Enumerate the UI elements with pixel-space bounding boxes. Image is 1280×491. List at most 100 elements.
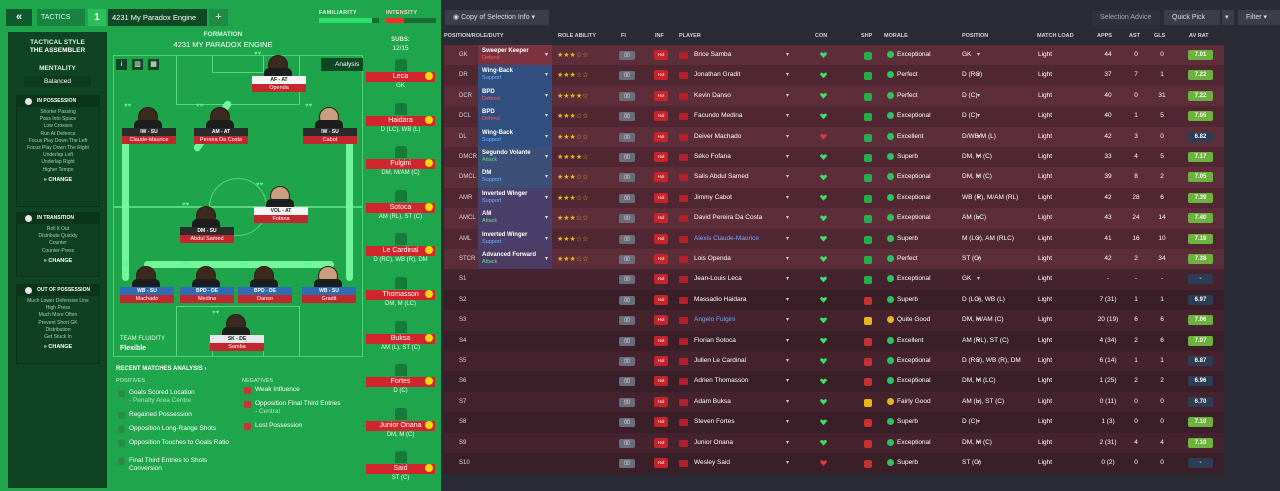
player-name-text[interactable]: Alexis Claude-Maurice (694, 234, 760, 242)
player-role-badge[interactable]: IW - SU (303, 128, 357, 136)
table-row[interactable]: AMCL AM Attack ▾ ★★★☆☆ ▯▯ Hol David Pereira Da … (444, 208, 1224, 229)
chevron-down-icon[interactable]: ▾ (977, 154, 981, 160)
chevron-down-icon[interactable]: ▾ (785, 52, 789, 58)
sub-player[interactable]: Buksa AM (L), ST (C) (366, 320, 435, 359)
add-tactic-button[interactable]: + (209, 9, 228, 26)
role-duty-dropdown[interactable]: Inverted Winger Support ▾ (478, 228, 552, 250)
sub-arrow-icon[interactable] (425, 246, 433, 255)
morale-cell[interactable]: Excellent ▾ (887, 127, 980, 148)
player-name[interactable]: Jean-Louis Leca ▾ (679, 269, 789, 290)
player-name-text[interactable]: Jimmy Cabot (694, 193, 732, 201)
sub-player-name[interactable]: Fulgini (366, 159, 435, 170)
player-name[interactable]: Adrien Thomasson ▾ (679, 371, 789, 392)
morale-cell[interactable]: Perfect ▾ (887, 65, 980, 86)
morale-cell[interactable]: Excellent ▾ (887, 331, 980, 352)
player-name[interactable]: David Pereira Da Costa ▾ (679, 208, 789, 229)
chevron-down-icon[interactable]: ▾ (785, 337, 789, 344)
familiarity-bar[interactable] (319, 18, 379, 23)
morale-cell[interactable]: Superb ▾ (887, 147, 980, 168)
sub-player-name[interactable]: Sotoca (366, 202, 435, 213)
player-name[interactable]: Brice Samba ▾ (679, 45, 789, 66)
table-row[interactable]: DCR BPD Defend ▾ ★★★★☆ ▯▯ Hol Kevin Danso ▾ Perfe… (444, 85, 1224, 107)
role-duty-dropdown[interactable]: Inverted Winger Support ▾ (478, 187, 552, 209)
injury-info-icon[interactable]: Hol (654, 90, 668, 101)
chart-icon[interactable]: ▥ (132, 59, 143, 70)
table-row[interactable]: DMCL DM Support ▾ ★★★☆☆ ▯▯ Hol Salis Abdul Same… (444, 167, 1224, 188)
player-name-text[interactable]: Deiver Machado (694, 132, 742, 140)
role-duty-dropdown[interactable]: BPD Defend ▾ (478, 106, 552, 127)
chevron-down-icon[interactable]: ▾ (785, 215, 789, 222)
injury-info-icon[interactable]: Hol (654, 417, 668, 428)
injury-info-icon[interactable]: Hol (654, 335, 668, 346)
sub-player[interactable]: Sotoca AM (RL), ST (C) (366, 189, 435, 228)
player-name-text[interactable]: Jean-Louis Leca (694, 275, 742, 283)
intensity-bar[interactable] (386, 18, 436, 23)
chevron-down-icon[interactable]: ▾ (977, 113, 981, 120)
player-name-label[interactable]: Medina (180, 295, 234, 303)
role-duty-dropdown[interactable]: BPD Defend ▾ (478, 85, 552, 107)
chevron-down-icon[interactable]: ▾ (785, 113, 789, 120)
col-match-load[interactable]: MATCH LOAD (1037, 33, 1074, 39)
morale-cell[interactable]: Superb ▾ (887, 290, 980, 311)
player-name[interactable]: Junior Onana ▾ (679, 433, 789, 454)
injury-info-icon[interactable]: Hol (654, 376, 668, 387)
chevron-down-icon[interactable]: ▾ (977, 439, 981, 446)
sub-player[interactable]: Said ST (C) (366, 451, 435, 489)
chevron-down-icon[interactable]: ▾ (785, 194, 789, 201)
chevron-down-icon[interactable]: ▾ (785, 256, 789, 262)
morale-cell[interactable]: Perfect ▾ (887, 86, 980, 107)
player-name[interactable]: Adam Buksa ▾ (679, 392, 789, 413)
morale-cell[interactable]: Exceptional ▾ (887, 106, 980, 127)
chevron-down-icon[interactable]: ▾ (785, 133, 789, 140)
chevron-down-icon[interactable]: ▾ (785, 154, 789, 160)
injury-info-icon[interactable]: Hol (654, 70, 668, 81)
player-role-badge[interactable]: SK - DE (210, 335, 264, 343)
sub-arrow-icon[interactable] (425, 420, 433, 429)
out-of-possession-change-button[interactable]: » CHANGE (43, 344, 73, 351)
chevron-down-icon[interactable]: ▾ (977, 256, 981, 262)
player-name-label[interactable]: Danso (238, 295, 292, 303)
morale-cell[interactable]: Exceptional ▾ (887, 269, 980, 290)
chevron-down-icon[interactable]: ▾ (785, 460, 789, 466)
morale-cell[interactable]: Fairly Good ▾ (887, 392, 980, 413)
sub-player[interactable]: Fortes D (C) (366, 364, 435, 402)
table-row[interactable]: S6 ▯▯ Hol Adrien Thomasson ▾ Exceptional ▾ DM, … (444, 371, 1224, 392)
player-name-text[interactable]: Julien Le Cardinal (694, 357, 747, 364)
player-name-text[interactable]: Salis Abdul Samed (694, 173, 749, 181)
player-name-text[interactable]: Jonathan Gradit (694, 71, 741, 79)
morale-cell[interactable]: Superb ▾ (887, 453, 980, 474)
chevron-down-icon[interactable]: ▾ (785, 72, 789, 79)
chevron-down-icon[interactable]: ▾ (977, 276, 981, 283)
chevron-down-icon[interactable]: ▾ (785, 419, 789, 426)
chevron-down-icon[interactable]: ▾ (977, 133, 981, 140)
chevron-down-icon[interactable]: ▾ (785, 317, 789, 324)
chevron-down-icon[interactable]: ▾ (977, 92, 981, 99)
player-name-text[interactable]: Facundo Medina (694, 112, 743, 120)
formation-dropdown[interactable]: 4231 MY PARADOX ENGINE (173, 40, 273, 49)
player-name[interactable]: Steven Fortes ▾ (679, 412, 789, 433)
info-icon[interactable]: i (116, 59, 127, 70)
sub-player-name[interactable]: Thomasson (366, 290, 435, 300)
sub-player-name[interactable]: Junior Onana (366, 420, 435, 431)
table-row[interactable]: GK Sweeper Keeper Defend ▾ ★★★☆☆ ▯▯ Hol Brice S… (444, 45, 1224, 66)
col-inf[interactable]: INF (655, 33, 664, 39)
col-av-rat[interactable]: AV RAT (1189, 33, 1209, 39)
sub-player-name[interactable]: Fortes (366, 377, 435, 388)
col-con[interactable]: CON (815, 33, 828, 39)
col-apps[interactable]: APPS (1097, 33, 1112, 39)
injury-info-icon[interactable]: Hol (654, 50, 668, 60)
analysis-button[interactable]: Analysis (321, 58, 363, 71)
player-name-label[interactable]: Claude-Maurice (122, 136, 176, 144)
sub-arrow-icon[interactable] (425, 290, 433, 298)
player-name[interactable]: Florian Sotoca ▾ (679, 331, 789, 352)
tactical-style-dropdown[interactable]: THE ASSEMBLER (29, 47, 86, 54)
player-name-text[interactable]: Steven Fortes (694, 418, 735, 426)
table-row[interactable]: S8 ▯▯ Hol Steven Fortes ▾ Superb ▾ D (C) Light 1 … (444, 412, 1224, 433)
sub-player-name[interactable]: Buksa (366, 333, 435, 344)
injury-info-icon[interactable]: Hol (654, 274, 668, 285)
in-possession-change-button[interactable]: » CHANGE (43, 176, 73, 183)
player-name[interactable]: Jonathan Gradit ▾ (679, 65, 789, 86)
sub-player[interactable]: Thomasson DM, M (LC) (366, 277, 435, 315)
col-morale[interactable]: MORALE (884, 33, 908, 39)
chevron-down-icon[interactable]: ▾ (977, 317, 981, 324)
